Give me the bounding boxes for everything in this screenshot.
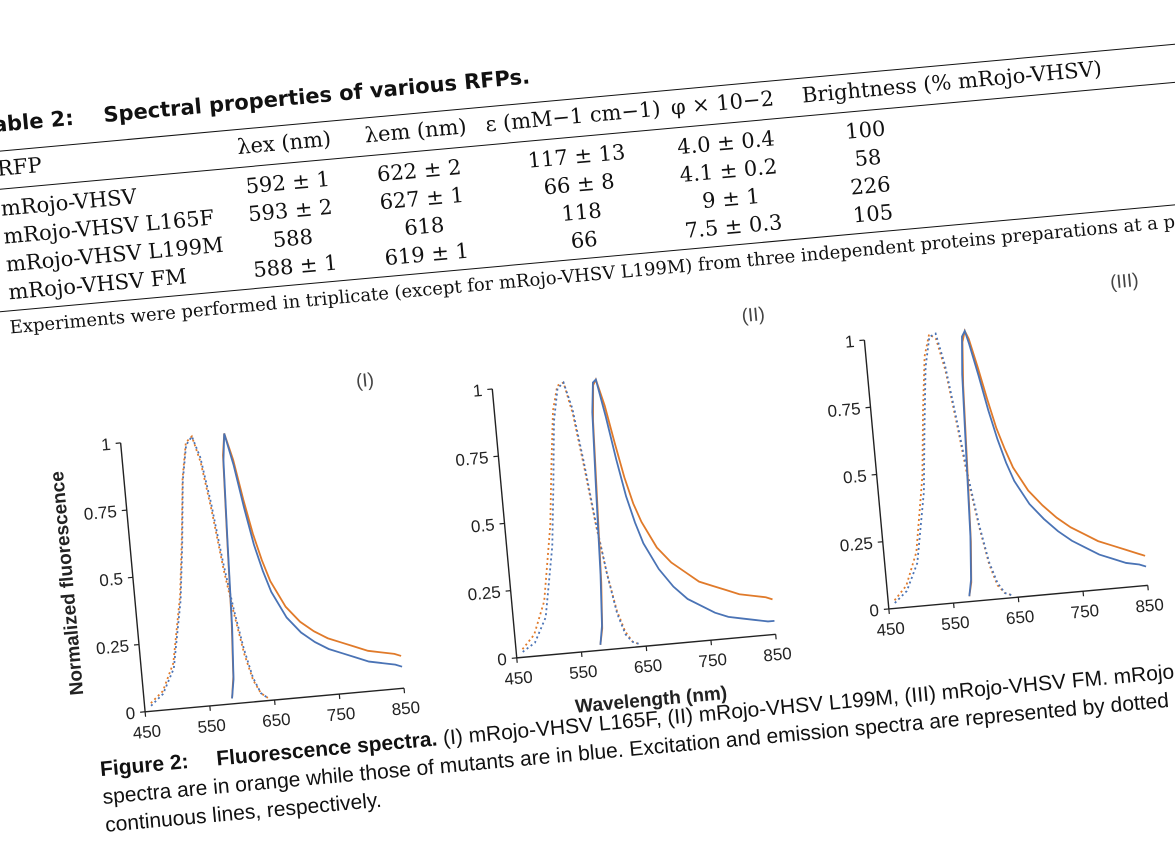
emission-line <box>576 365 775 644</box>
cell-emission: 618 <box>403 213 445 241</box>
x-tick-label: 750 <box>698 650 728 671</box>
x-tick-label: 850 <box>1135 595 1165 616</box>
x-tick-label: 450 <box>132 721 162 742</box>
y-tick-label: 1 <box>100 435 111 455</box>
header-excitation: λex (nm) <box>236 127 332 159</box>
y-tick-label: 0 <box>869 601 880 621</box>
panel-label-i: (I) <box>355 370 375 394</box>
figure-label: Figure 2: <box>99 750 189 781</box>
excitation-line <box>871 329 1012 606</box>
emission-line <box>945 316 1147 596</box>
x-tick-label: 850 <box>763 644 793 665</box>
x-tick-label: 550 <box>940 613 970 634</box>
y-tick-label: 0.75 <box>455 448 490 470</box>
cell-excitation: 588 <box>272 225 314 253</box>
excitation-line <box>871 329 1012 606</box>
header-quantum-yield: φ × 10−2 <box>670 86 775 119</box>
x-tick-label: 650 <box>1005 607 1035 628</box>
cell-extinction: 66 <box>570 227 599 253</box>
x-tick-label: 850 <box>391 698 421 719</box>
y-tick-label: 0 <box>497 650 508 670</box>
cell-quantum-yield: 4.0 ± 0.4 <box>676 126 776 159</box>
excitation-line <box>127 432 268 709</box>
panel-label-ii: (II) <box>741 304 766 328</box>
x-tick-label: 450 <box>876 619 906 640</box>
x-tick-label: 450 <box>504 668 534 689</box>
y-tick-label: 0.25 <box>95 636 130 658</box>
header-rfp: RFP <box>0 153 43 181</box>
panel-label-iii: (III) <box>1109 270 1139 294</box>
cell-brightness: 226 <box>849 172 891 200</box>
cell-extinction: 66 ± 8 <box>543 169 616 199</box>
excitation-line <box>499 378 640 655</box>
table-label: Table 2: <box>0 106 75 138</box>
excitation-line <box>499 378 640 655</box>
x-tick-label: 750 <box>1070 601 1100 622</box>
emission-line <box>576 365 775 644</box>
emission-line <box>208 419 403 698</box>
y-tick-label: 1 <box>844 332 855 352</box>
cell-quantum-yield: 9 ± 1 <box>701 184 761 213</box>
y-tick-label: 0.5 <box>470 515 495 536</box>
x-tick-label: 550 <box>568 662 598 683</box>
y-tick-label: 0.75 <box>827 399 862 421</box>
y-tick-label: 0.25 <box>839 534 874 556</box>
cell-excitation: 592 ± 1 <box>245 167 331 199</box>
excitation-line <box>127 432 268 709</box>
cell-brightness: 105 <box>852 200 894 228</box>
y-tick-label: 0.25 <box>467 583 502 605</box>
x-tick-label: 650 <box>261 710 291 731</box>
y-tick-label: 0.5 <box>99 569 124 590</box>
emission-line <box>208 419 403 698</box>
y-tick-label: 0 <box>125 704 136 724</box>
table-caption: Spectral properties of various RFPs. <box>102 64 531 127</box>
x-tick-label: 550 <box>197 716 227 737</box>
cell-extinction: 117 ± 13 <box>527 140 627 173</box>
cell-brightness: 58 <box>853 145 882 171</box>
y-tick-label: 0.5 <box>842 466 867 487</box>
cell-brightness: 100 <box>844 116 886 144</box>
header-emission: λem (nm) <box>364 114 468 147</box>
x-tick-label: 650 <box>633 656 663 677</box>
x-tick-label: 750 <box>326 704 356 725</box>
cell-emission: 622 ± 2 <box>376 155 462 187</box>
cell-extinction: 118 <box>561 198 603 226</box>
y-tick-label: 1 <box>472 381 483 401</box>
y-tick-label: 0.75 <box>83 502 118 524</box>
